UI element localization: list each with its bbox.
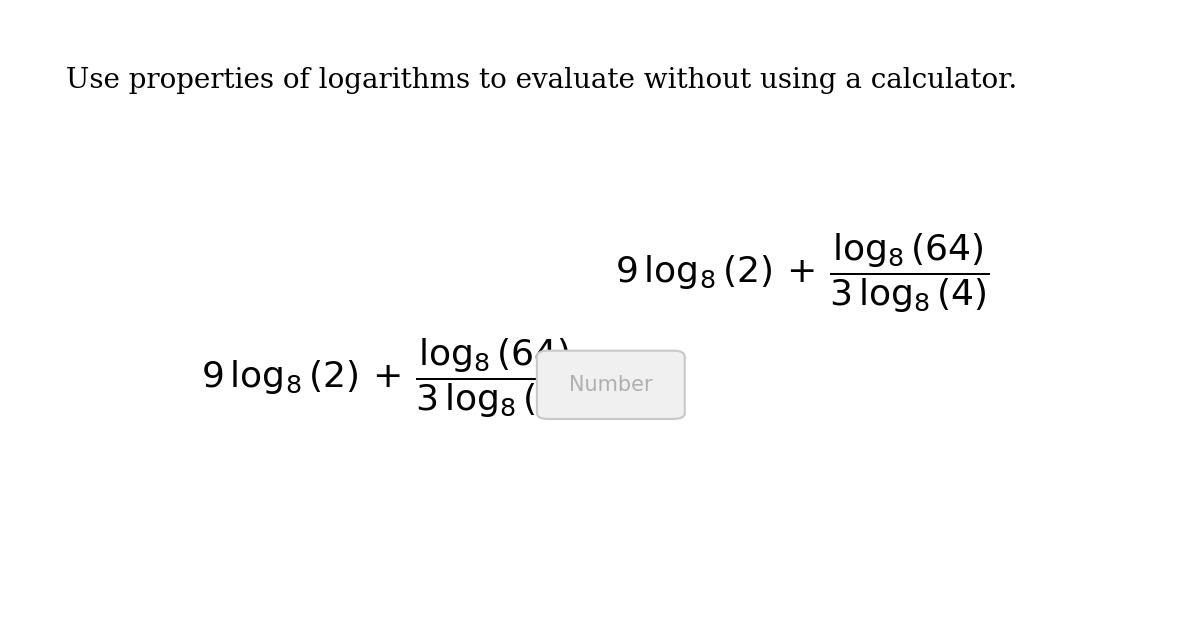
Text: Number: Number <box>569 375 652 395</box>
Text: Use properties of logarithms to evaluate without using a calculator.: Use properties of logarithms to evaluate… <box>66 67 1018 94</box>
FancyBboxPatch shape <box>536 351 685 419</box>
Text: $9\,\log_8(2)\,+\,\dfrac{\log_8(64)}{3\,\log_8(4)}\;=$: $9\,\log_8(2)\,+\,\dfrac{\log_8(64)}{3\,… <box>202 337 624 420</box>
Text: $9\,\log_8(2)\,+\,\dfrac{\log_8(64)}{3\,\log_8(4)}$: $9\,\log_8(2)\,+\,\dfrac{\log_8(64)}{3\,… <box>616 232 990 315</box>
